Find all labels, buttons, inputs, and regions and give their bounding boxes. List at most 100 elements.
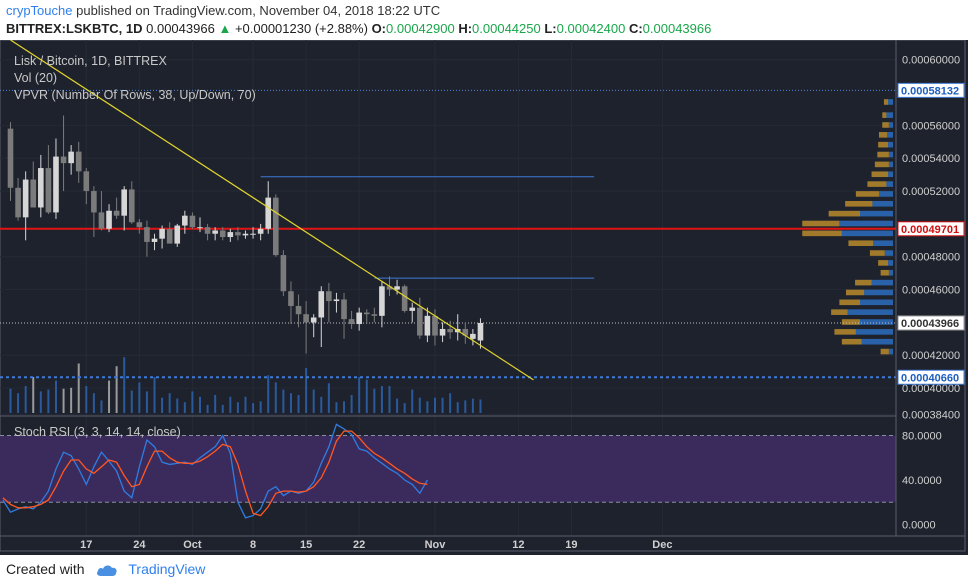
time-tick-label: 15 bbox=[300, 539, 312, 551]
volume-bar bbox=[145, 391, 148, 413]
vpvr-down-bar bbox=[878, 191, 893, 197]
tradingview-cloud-icon bbox=[97, 565, 118, 576]
price-tick-label: 0.00056000 bbox=[902, 120, 960, 132]
vpvr-down-bar bbox=[888, 122, 893, 128]
stoch-d-line bbox=[2, 430, 428, 517]
price-tick-label: 0.00048000 bbox=[902, 252, 960, 264]
vpvr-down-bar bbox=[886, 112, 893, 118]
candle-body bbox=[250, 233, 256, 235]
candle-body bbox=[98, 212, 105, 229]
volume-bar bbox=[358, 377, 361, 413]
volume-bar bbox=[312, 389, 315, 413]
vpvr-down-bar bbox=[888, 348, 893, 355]
volume-bar bbox=[100, 400, 103, 413]
candle-body bbox=[15, 187, 21, 218]
volume-bar bbox=[244, 396, 247, 413]
volume-bar bbox=[229, 396, 232, 413]
chart-frame bbox=[0, 40, 966, 552]
candle-body bbox=[348, 319, 355, 325]
vpvr-up-bar bbox=[882, 122, 889, 128]
price-tag bbox=[897, 315, 965, 331]
price-axis[interactable]: 0.00060000 0.00056000 0.00054000 0.00052000… bbox=[897, 55, 965, 532]
volume-bar bbox=[62, 388, 65, 413]
volume-bar bbox=[297, 395, 300, 413]
candle-body bbox=[371, 314, 378, 316]
candle-body bbox=[182, 215, 188, 226]
price-tick-label: 0.00054000 bbox=[902, 153, 960, 165]
candle-body bbox=[212, 230, 218, 234]
candle-body bbox=[386, 286, 393, 290]
volume-bar bbox=[335, 402, 338, 413]
volume-bar bbox=[289, 393, 292, 413]
legend-title[interactable]: Lisk / Bitcoin, 1D, BITTREX bbox=[14, 54, 167, 68]
vpvr-up-bar bbox=[834, 329, 856, 335]
close-value: 0.00043966 bbox=[642, 21, 712, 36]
candle-body bbox=[197, 227, 203, 229]
candle-body bbox=[363, 312, 370, 315]
candle-body bbox=[477, 322, 484, 341]
candle-body bbox=[379, 286, 385, 316]
stoch-band-fill bbox=[0, 435, 896, 503]
candle-body bbox=[470, 333, 476, 339]
price-tick-label: 0.00038400 bbox=[902, 409, 960, 421]
time-tick-label: 19 bbox=[565, 539, 577, 551]
stoch-tick-label: 0.0000 bbox=[902, 519, 936, 531]
candle-body bbox=[38, 168, 44, 208]
author-link[interactable]: crypTouche bbox=[6, 3, 73, 18]
time-tick-label: 22 bbox=[353, 539, 365, 551]
vpvr-up-bar bbox=[839, 299, 860, 306]
symbol-label: BITTREX:LSKBTC, 1D bbox=[6, 21, 143, 36]
price-tag-label: 0.00043966 bbox=[901, 318, 959, 330]
candle-body bbox=[174, 225, 181, 244]
high-value: 0.00044250 bbox=[472, 21, 541, 36]
volume-bar bbox=[418, 397, 421, 413]
volume-bar bbox=[9, 388, 12, 413]
candle-body bbox=[447, 328, 453, 333]
volume-bar bbox=[176, 398, 179, 413]
volume-bar bbox=[259, 401, 262, 413]
volume-bar bbox=[77, 363, 80, 413]
volume-bar bbox=[396, 398, 399, 413]
candle-body bbox=[75, 151, 82, 172]
low-value: 0.00042400 bbox=[556, 21, 626, 36]
candle-body bbox=[242, 233, 249, 236]
ohlc-line: BITTREX:LSKBTC, 1D 0.00043966 ▲ +0.00001… bbox=[6, 21, 711, 36]
vpvr-down-bar bbox=[860, 319, 893, 325]
chart-canvas[interactable]: 0.00060000 0.00056000 0.00054000 0.00052000… bbox=[0, 40, 968, 555]
candle-body bbox=[113, 210, 120, 216]
legend-stoch-rsi[interactable]: Stoch RSI (3, 3, 14, 14, close) bbox=[14, 425, 181, 439]
legend-volume[interactable]: Vol (20) bbox=[14, 71, 57, 85]
legend-vpvr[interactable]: VPVR (Number Of Rows, 38, Up/Down, 70) bbox=[14, 88, 256, 102]
candle-body bbox=[68, 151, 74, 164]
descending-trendline[interactable] bbox=[10, 40, 534, 381]
volume-bar bbox=[449, 393, 452, 413]
volume-bar bbox=[274, 382, 277, 413]
vpvr-up-bar bbox=[877, 151, 889, 158]
candle-body bbox=[341, 299, 347, 320]
candle-body bbox=[417, 307, 423, 336]
footer: Created with TradingView bbox=[6, 561, 205, 577]
vpvr-up-bar bbox=[878, 260, 889, 266]
time-tick-label: Oct bbox=[183, 539, 202, 551]
trendline-group[interactable] bbox=[10, 40, 534, 381]
time-axis[interactable]: 17 24 Oct 8 15 22 Nov 12 19 Dec bbox=[80, 539, 672, 551]
volume-bar bbox=[17, 393, 20, 413]
low-label: L: bbox=[544, 21, 557, 36]
candle-body bbox=[219, 230, 226, 238]
vpvr-down-bar bbox=[886, 181, 893, 187]
candle-body bbox=[128, 189, 135, 223]
vpvr-up-bar bbox=[828, 210, 860, 217]
volume-bar bbox=[85, 386, 88, 413]
vpvr-up-bar bbox=[867, 181, 887, 187]
vpvr-up-bar bbox=[883, 99, 889, 105]
volume-bar bbox=[282, 389, 285, 413]
volume-bar bbox=[70, 387, 73, 413]
volume-bars bbox=[9, 357, 482, 413]
vpvr-down-bar bbox=[855, 329, 893, 335]
volume-bar bbox=[115, 366, 118, 413]
time-tick-label: Dec bbox=[652, 539, 672, 551]
candle-body bbox=[7, 128, 14, 188]
tradingview-brand-link[interactable]: TradingView bbox=[128, 561, 206, 577]
vpvr-down-bar bbox=[860, 299, 893, 306]
vpvr-up-bar bbox=[871, 171, 889, 178]
